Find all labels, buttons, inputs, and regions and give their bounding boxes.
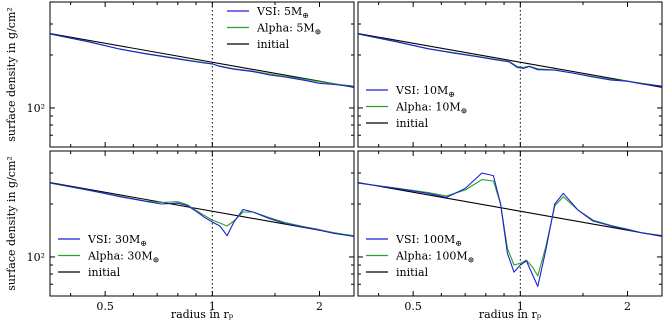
legend: VSI: 30M⊕ Alpha: 30M⊕initial	[58, 233, 159, 279]
panel-frame	[49, 1, 355, 148]
legend-entry: VSI: 10M⊕	[395, 84, 455, 99]
x-tick-label: 0.5	[404, 300, 422, 313]
legend-entry: initial	[396, 266, 429, 279]
panel-4: 0.5 1 2 radius in rₚ VSI: 100M⊕ Alpha: 100M⊕i…	[357, 150, 663, 321]
series-lines	[358, 32, 662, 88]
legend-entry: initial	[396, 117, 429, 130]
series-lines	[50, 32, 354, 88]
legend: VSI: 100M⊕ Alpha: 100M⊕initial	[366, 233, 474, 279]
x-tick-label: 1	[517, 300, 524, 313]
y-axis-label: surface density in g/cm²	[5, 156, 18, 291]
x-tick-label: 2	[316, 300, 323, 313]
panel-1: 10² surface density in g/cm² VSI: 5M⊕ Alpha…	[5, 1, 355, 148]
series-line-alpha	[50, 182, 354, 237]
legend-entry: VSI: 30M⊕	[87, 233, 147, 248]
legend-entry: Alpha: 5M⊕	[256, 22, 321, 37]
x-axis-label: radius in rₚ	[479, 308, 542, 321]
y-tick-label: 10²	[27, 102, 45, 115]
y-axis-label: surface density in g/cm²	[5, 7, 18, 142]
x-axis-label: radius in rₚ	[171, 308, 234, 321]
series-line-vsi	[358, 172, 662, 287]
y-tick-label: 10²	[27, 251, 45, 264]
legend: VSI: 10M⊕ Alpha: 10M⊕initial	[366, 84, 467, 130]
series-line-initial	[50, 32, 354, 88]
x-tick-label: 2	[624, 300, 631, 313]
series-lines	[358, 172, 662, 287]
panel-frame	[49, 150, 355, 297]
panel-3: 0.5 1 2 10² surface density in g/cm² radius i…	[5, 150, 355, 321]
panel-frame	[357, 1, 663, 148]
legend: VSI: 5M⊕ Alpha: 5M⊕initial	[227, 5, 321, 51]
series-line-initial	[358, 32, 662, 88]
legend-entry: initial	[88, 266, 121, 279]
x-tick-label: 0.5	[96, 300, 114, 313]
x-tick-label: 1	[209, 300, 216, 313]
series-line-vsi	[50, 33, 354, 88]
series-lines	[50, 181, 354, 237]
panel-2: VSI: 10M⊕ Alpha: 10M⊕initial	[357, 1, 663, 148]
legend-entry: Alpha: 30M⊕	[87, 250, 159, 265]
legend-entry: Alpha: 100M⊕	[395, 250, 474, 265]
legend-entry: VSI: 5M⊕	[256, 5, 309, 20]
legend-entry: initial	[257, 38, 290, 51]
series-line-vsi	[358, 33, 662, 87]
legend-entry: Alpha: 10M⊕	[395, 101, 467, 116]
series-line-vsi	[50, 182, 354, 237]
legend-entry: VSI: 100M⊕	[395, 233, 462, 248]
panel-frame	[357, 150, 663, 297]
series-line-initial	[358, 181, 662, 237]
